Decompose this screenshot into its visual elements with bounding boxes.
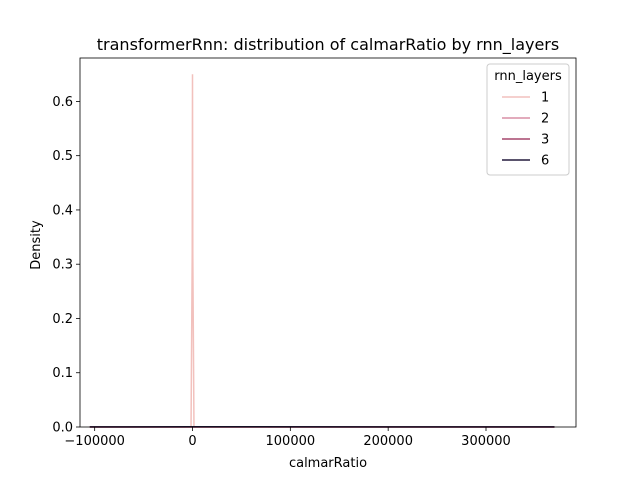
y-tick-label: 0.4 <box>52 203 73 218</box>
legend-box <box>486 63 570 176</box>
x-tick-label: 100000 <box>266 434 316 449</box>
legend-entries: 1 2 3 6 <box>502 91 549 169</box>
legend: rnn_layers 1 2 3 6 <box>486 63 570 176</box>
y-axis-label: Density <box>29 220 44 270</box>
y-tick-label: 0.2 <box>52 312 73 327</box>
x-tick-label: 300000 <box>461 434 511 449</box>
legend-label-2: 2 <box>541 112 549 127</box>
x-axis-label: calmarRatio <box>289 456 367 471</box>
legend-label-1: 1 <box>541 91 549 106</box>
y-tick-label: 0.5 <box>52 149 73 164</box>
x-tick-label: −100000 <box>64 434 125 449</box>
legend-label-6: 6 <box>541 154 549 169</box>
y-tick-label: 0.1 <box>52 366 73 381</box>
chart-title: transformerRnn: distribution of calmarRa… <box>97 35 559 55</box>
y-tick-label: 0.0 <box>52 421 73 436</box>
axes-layer: −100000 0 100000 200000 300000 0.0 0.1 0.2 0.3 0.… <box>52 57 577 449</box>
y-tick-label: 0.3 <box>52 258 73 273</box>
y-tick-label: 0.6 <box>52 95 73 110</box>
legend-title: rnn_layers <box>494 69 562 84</box>
legend-label-3: 3 <box>541 133 549 148</box>
x-tick-label: 200000 <box>363 434 413 449</box>
plot-frame <box>79 57 577 428</box>
x-tick-label: 0 <box>188 434 196 449</box>
